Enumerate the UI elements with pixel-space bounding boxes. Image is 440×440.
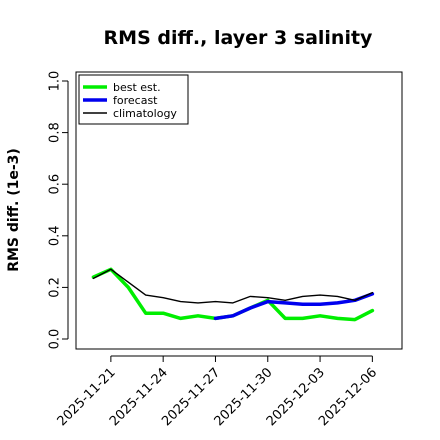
x-axis: 2025-11-212025-11-242025-11-272025-11-30… (55, 355, 380, 429)
y-tick-label: 1.0 (48, 71, 63, 92)
y-axis: 0.0 0.2 0.4 0.6 0.8 1.0 (48, 71, 69, 350)
y-axis-label: RMS diff. (1e-3) (6, 148, 22, 272)
series-layer (91, 267, 375, 322)
y-tick-label: 0.6 (48, 174, 63, 195)
legend-label: best est. (113, 81, 161, 94)
series-line-2 (92, 268, 374, 304)
y-tick-label: 0.4 (48, 225, 63, 246)
y-tick-label: 0.2 (48, 277, 63, 298)
series-line-1 (213, 292, 375, 321)
y-tick-label: 0.0 (48, 329, 63, 350)
legend-label: climatology (113, 107, 177, 120)
chart-title: RMS diff., layer 3 salinity (104, 27, 374, 49)
plot-frame (75, 71, 403, 350)
legend-label: forecast (113, 94, 158, 107)
y-tick-label: 0.8 (48, 122, 63, 143)
series-line-0 (91, 267, 375, 322)
